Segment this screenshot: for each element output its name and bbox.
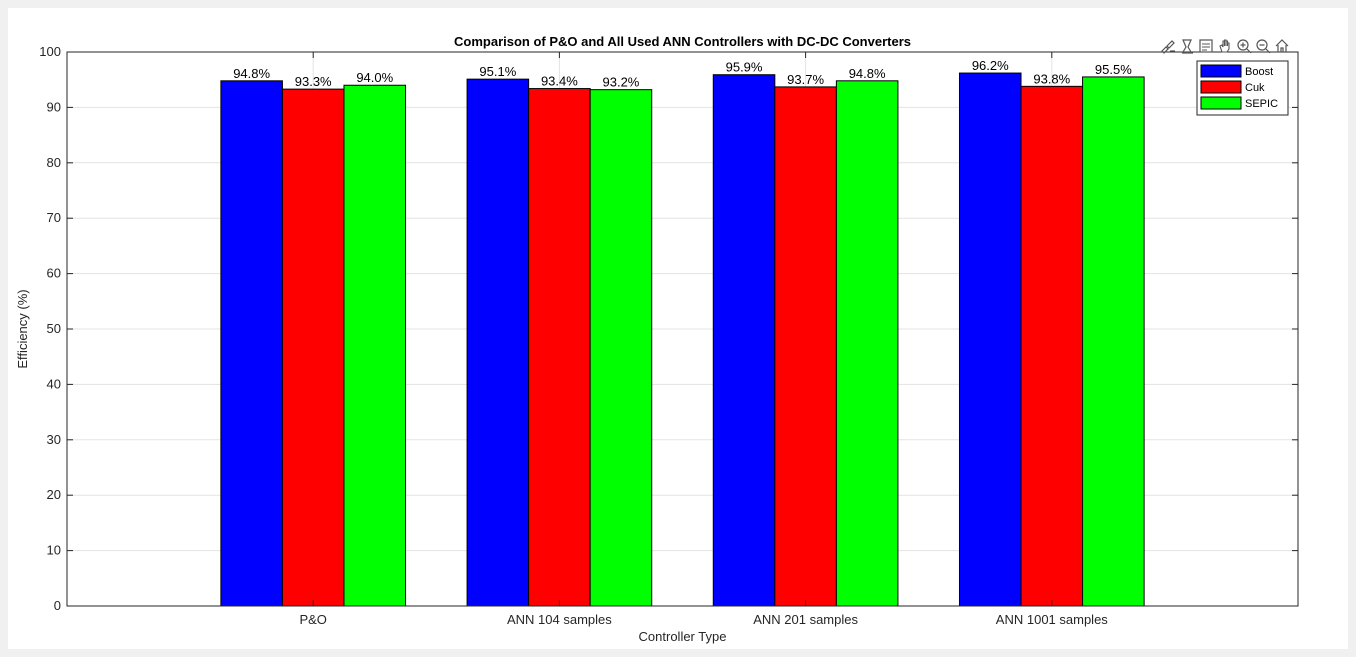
legend-swatch-cuk (1200, 80, 1242, 94)
data-label-boost-3: 95.9% (726, 60, 763, 75)
y-tick-label: 70 (47, 210, 61, 225)
bar-sepic-3 (835, 80, 899, 607)
legend-toggle-icon[interactable] (1198, 38, 1214, 54)
y-tick-label: 50 (47, 321, 61, 336)
data-label-cuk-1: 93.3% (295, 74, 332, 89)
y-tick-label: 0 (54, 598, 61, 613)
brush-icon[interactable] (1160, 38, 1176, 54)
bar-cuk-1 (281, 88, 345, 607)
y-axis-title: Efficiency (%) (15, 289, 30, 368)
bar-boost-2 (466, 78, 530, 607)
x-axis-title: Controller Type (639, 629, 727, 644)
x-tick-label: ANN 201 samples (753, 612, 858, 627)
y-tick-label: 10 (47, 543, 61, 558)
y-tick-label: 20 (47, 487, 61, 502)
data-label-boost-1: 94.8% (233, 66, 270, 81)
y-tick-label: 90 (47, 99, 61, 114)
bar-boost-3 (712, 74, 776, 607)
y-tick-label: 30 (47, 432, 61, 447)
data-label-sepic-1: 94.0% (356, 70, 393, 85)
legend-swatch-sepic (1200, 96, 1242, 110)
bar-boost-1 (220, 80, 283, 607)
pan-icon[interactable] (1217, 38, 1233, 54)
legend-label-sepic: SEPIC (1245, 98, 1278, 110)
bar-sepic-4 (1082, 76, 1145, 607)
y-tick-label: 100 (39, 44, 61, 59)
bar-sepic-2 (589, 89, 653, 607)
data-label-boost-4: 96.2% (972, 58, 1009, 73)
bar-boost-4 (958, 72, 1022, 607)
bar-sepic-1 (343, 84, 407, 607)
data-label-cuk-3: 93.7% (787, 72, 824, 87)
chart-title: Comparison of P&O and All Used ANN Contr… (454, 34, 911, 49)
data-label-cuk-4: 93.8% (1033, 71, 1070, 86)
legend-label-cuk: Cuk (1245, 82, 1265, 94)
datatip-icon[interactable] (1179, 38, 1195, 54)
bar-cuk-3 (774, 86, 837, 607)
data-label-boost-2: 95.1% (479, 64, 516, 79)
x-tick-label: ANN 1001 samples (996, 612, 1108, 627)
data-label-cuk-2: 93.4% (541, 74, 578, 89)
x-tick-label: P&O (299, 612, 326, 627)
legend-label-boost: Boost (1245, 66, 1273, 78)
y-tick-label: 40 (47, 376, 61, 391)
bar-cuk-4 (1020, 85, 1084, 607)
data-label-sepic-3: 94.8% (849, 66, 886, 81)
data-label-sepic-4: 95.5% (1095, 62, 1132, 77)
y-tick-label: 80 (47, 155, 61, 170)
zoom-in-icon[interactable] (1236, 38, 1252, 54)
data-label-sepic-2: 93.2% (603, 75, 640, 90)
figure-window: 94.8% 93.3% 94.0% 95.1% 93.4% 93.2% 95.9% 93.7%… (8, 8, 1348, 649)
x-tick-label: ANN 104 samples (507, 612, 612, 627)
legend-swatch-boost (1200, 64, 1242, 78)
home-icon[interactable] (1274, 38, 1290, 54)
bar-cuk-2 (528, 88, 591, 607)
axes-toolbar (1160, 38, 1290, 54)
zoom-out-icon[interactable] (1255, 38, 1271, 54)
y-tick-label: 60 (47, 266, 61, 281)
bar-chart: 94.8% 93.3% 94.0% 95.1% 93.4% 93.2% 95.9% 93.7%… (15, 34, 1299, 644)
